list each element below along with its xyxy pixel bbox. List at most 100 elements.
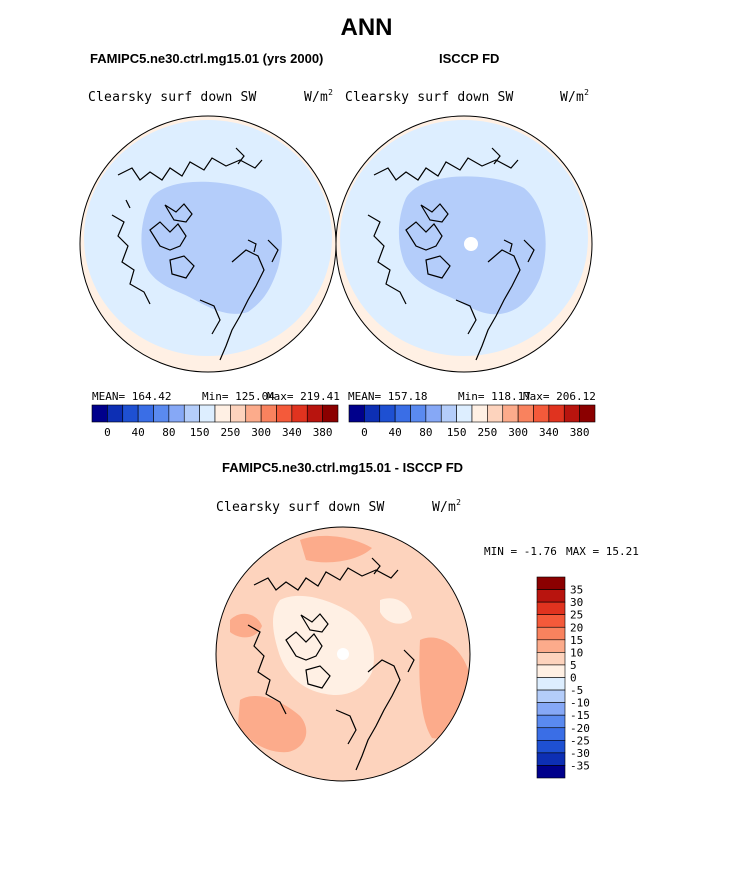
panel-1-colorbar-tick-label: 250 (220, 426, 240, 439)
panel-3-colorbar-tick-label: 30 (570, 596, 583, 609)
panel-1-colorbar-tick-label: 340 (282, 426, 302, 439)
panel-1-colorbar-swatch (168, 404, 185, 423)
panel-1-units-label: W/m2 (304, 88, 334, 105)
diff-panel-title: FAMIPC5.ne30.ctrl.mg15.01 - ISCCP FD (221, 460, 464, 475)
panel-1-title: FAMIPC5.ne30.ctrl.mg15.01 (yrs 2000) (90, 51, 324, 66)
panel-2-colorbar-swatch (410, 404, 427, 423)
panel-2-colorbar-swatch (533, 404, 550, 423)
panel-1-max: Max= 219.41 (267, 390, 340, 403)
panel-2-colorbar-swatch (471, 404, 488, 423)
panel-3-max: MAX = 15.21 (566, 545, 639, 558)
panel-3-colorbar-tick-label: 35 (570, 584, 583, 597)
panel-1-colorbar-swatch (183, 404, 200, 423)
panel-3-colorbar-swatch (536, 664, 566, 678)
panel-2-colorbar-swatch (517, 404, 534, 423)
panel-3-colorbar-swatch (536, 576, 566, 590)
panel-2-colorbar-swatch (456, 404, 473, 423)
panel-2-map (336, 116, 592, 372)
panel-3-colorbar-tick-label: 0 (570, 672, 577, 685)
panel-1-colorbar-swatch (122, 404, 139, 423)
panel-2-colorbar-swatch (348, 404, 365, 423)
panel-1-colorbar-tick-label: 40 (132, 426, 145, 439)
panel-1-colorbar-swatch (199, 404, 216, 423)
panel-3-colorbar-tick-label: 5 (570, 659, 577, 672)
panel-1-map (80, 116, 336, 372)
panel-3-colorbar-swatch (536, 702, 566, 716)
panel-2-colorbar-swatch (502, 404, 519, 423)
panel-2-colorbar-swatch (440, 404, 457, 423)
panel-3-units-label: W/m2 (432, 498, 462, 515)
panel-1-colorbar-tick-label: 0 (104, 426, 111, 439)
panel-2-units-label: W/m2 (560, 88, 590, 105)
panel-1-colorbar-tick-label: 300 (251, 426, 271, 439)
panel-2-colorbar-tick-label: 40 (389, 426, 402, 439)
panel-3-colorbar-swatch (536, 765, 566, 779)
panel-2-colorbar-tick-label: 380 (570, 426, 590, 439)
panel-3-colorbar-swatch (536, 601, 566, 615)
panel-1-colorbar-swatch (230, 404, 247, 423)
main-title: ANN (340, 14, 393, 41)
panel-1-colorbar-swatch (137, 404, 154, 423)
panel-2-colorbar-swatch (394, 404, 411, 423)
panel-3-colorbar-swatch (536, 614, 566, 628)
panel-2-colorbar: 0 40 80 150 250 300 340 380 (348, 404, 596, 439)
panel-1-mean: MEAN= 164.42 (92, 390, 172, 403)
panel-3-colorbar-tick-label: -35 (570, 759, 590, 772)
panel-1-min: Min= 125.04 (202, 390, 275, 403)
panel-3-colorbar-swatch (536, 752, 566, 766)
panel-3-variable-label: Clearsky surf down SW (216, 500, 385, 515)
panel-1-colorbar-swatch (322, 404, 339, 423)
panel-2-colorbar-swatch (548, 404, 565, 423)
panel-2-colorbar-tick-label: 250 (477, 426, 497, 439)
panel-2-colorbar-swatch (579, 404, 596, 423)
panel-2-colorbar-swatch (364, 404, 381, 423)
panel-3-colorbar-tick-label: 10 (570, 646, 583, 659)
panel-3-colorbar-swatch (536, 639, 566, 653)
panel-3-colorbar-tick-label: -15 (570, 709, 590, 722)
panel-1-colorbar-swatch (91, 404, 108, 423)
panel-1-colorbar-swatch (107, 404, 124, 423)
panel-3-colorbar-swatch (536, 589, 566, 603)
panel-3-map (216, 527, 470, 781)
panel-2-max: Max= 206.12 (523, 390, 596, 403)
panel-1-colorbar-swatch (306, 404, 323, 423)
panel-1-colorbar-tick-label: 380 (313, 426, 333, 439)
panel-1-colorbar-swatch (214, 404, 231, 423)
panel-3-colorbar-tick-label: 25 (570, 609, 583, 622)
panel-2-colorbar-swatch (487, 404, 504, 423)
panel-1-colorbar-swatch (260, 404, 277, 423)
panel-1-colorbar-swatch (291, 404, 308, 423)
panel-3-colorbar-swatch (536, 652, 566, 666)
panel-3-colorbar-tick-label: -10 (570, 697, 590, 710)
panel-2-colorbar-tick-label: 0 (361, 426, 368, 439)
panel-3-colorbar-swatch (536, 689, 566, 703)
panel-3-colorbar-swatch (536, 677, 566, 691)
panel-2-colorbar-swatch (563, 404, 580, 423)
panel-3-colorbar-swatch (536, 740, 566, 754)
panel-1-colorbar-swatch (245, 404, 262, 423)
panel-3-colorbar-tick-label: 20 (570, 621, 583, 634)
panel-3-colorbar-tick-label: -20 (570, 722, 590, 735)
panel-1-colorbar-tick-label: 80 (162, 426, 175, 439)
panel-3-colorbar-tick-label: -5 (570, 684, 583, 697)
panel-2-colorbar-swatch (425, 404, 442, 423)
panel-3-colorbar-swatch (536, 626, 566, 641)
panel-2-title: ISCCP FD (439, 51, 500, 66)
panel-3-colorbar-tick-label: 15 (570, 634, 583, 647)
panel-3-min: MIN = -1.76 (484, 545, 557, 558)
panel-2-colorbar-tick-label: 150 (447, 426, 467, 439)
panel-2-colorbar-tick-label: 300 (508, 426, 528, 439)
panel-2-colorbar-tick-label: 80 (419, 426, 432, 439)
panel-2-colorbar-tick-label: 340 (539, 426, 559, 439)
panel-2-mean: MEAN= 157.18 (348, 390, 428, 403)
panel-3-colorbar-tick-label: -25 (570, 734, 590, 747)
panel-2-colorbar-swatch (379, 404, 396, 423)
panel-1-colorbar-tick-label: 150 (190, 426, 210, 439)
panel-3-colorbar-swatch (536, 727, 566, 741)
panel-3-colorbar-tick-label: -30 (570, 747, 590, 760)
panel-1-colorbar: 0 40 80 150 250 300 340 380 (91, 404, 339, 439)
panel-1-colorbar-swatch (153, 404, 170, 423)
